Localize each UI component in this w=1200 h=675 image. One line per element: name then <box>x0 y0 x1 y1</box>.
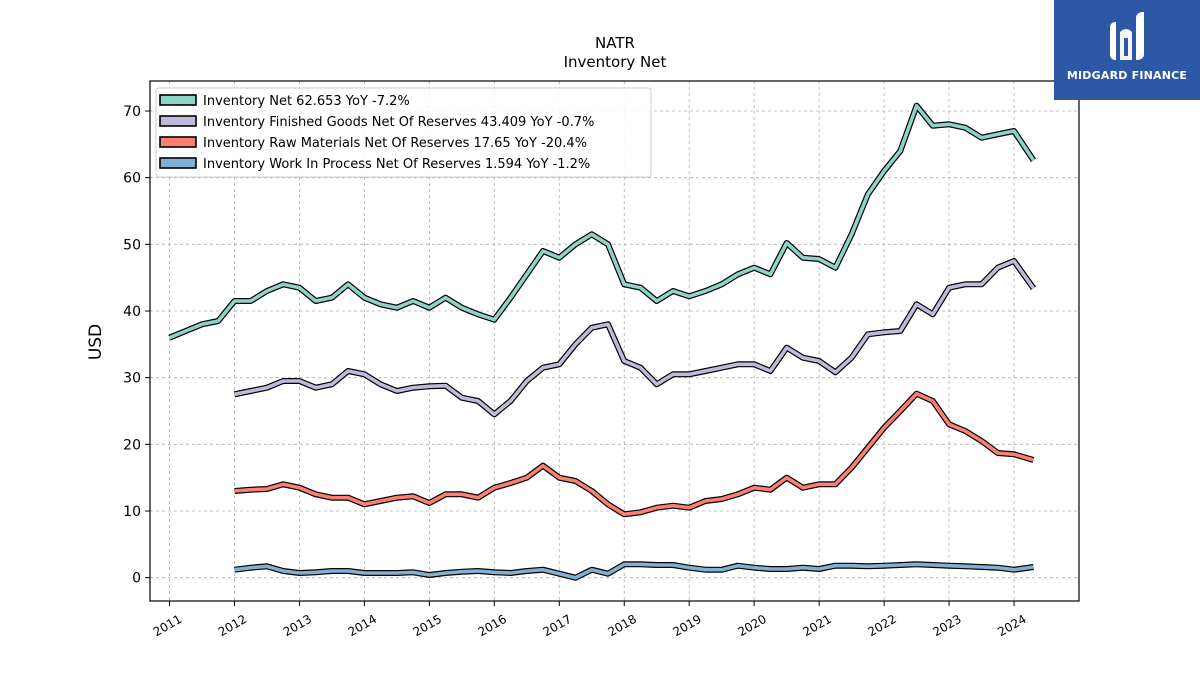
brand-logo: MIDGARD FINANCE <box>1054 0 1200 100</box>
legend-swatch <box>159 115 197 127</box>
y-tick-label: 40 <box>123 304 141 320</box>
x-tick-label: 2022 <box>865 612 898 639</box>
series-outline-2 <box>234 390 1035 518</box>
legend-swatch <box>159 157 197 169</box>
series-line-3 <box>234 562 1034 580</box>
x-tick-label: 2018 <box>606 612 639 639</box>
series-line-0 <box>168 103 1035 340</box>
x-tick-label: 2023 <box>930 612 963 639</box>
legend-swatch <box>159 136 197 148</box>
legend: Inventory Net 62.653 YoY -7.2% Inventory … <box>155 87 652 178</box>
midgard-finance-logo-icon <box>1110 12 1144 60</box>
series-lines <box>168 102 1036 581</box>
brand-name: MIDGARD FINANCE <box>1066 69 1188 82</box>
series-line-2 <box>234 391 1035 517</box>
y-tick-label: 20 <box>123 437 141 453</box>
x-tick-label: 2017 <box>541 612 574 639</box>
x-tick-label: 2011 <box>151 612 184 639</box>
plot-frame <box>149 80 1080 602</box>
x-tick-label: 2020 <box>735 612 768 639</box>
y-tick-label: 70 <box>123 104 141 120</box>
legend-label: Inventory Raw Materials Net Of Reserves … <box>203 136 587 151</box>
legend-swatch <box>159 94 197 106</box>
x-tick-label: 2012 <box>216 612 249 639</box>
y-axis-label: USD <box>86 324 106 360</box>
y-tick-label: 0 <box>132 571 141 587</box>
legend-label: Inventory Work In Process Net Of Reserve… <box>203 157 590 172</box>
x-tick-label: 2024 <box>995 612 1028 639</box>
y-tick-label: 10 <box>123 504 141 520</box>
x-tick-label: 2016 <box>476 612 509 639</box>
y-tick-label: 50 <box>123 237 141 253</box>
legend-label: Inventory Finished Goods Net Of Reserves… <box>203 115 594 130</box>
x-tick-label: 2019 <box>670 612 703 639</box>
y-tick-label: 30 <box>123 371 141 387</box>
x-tick-label: 2021 <box>800 612 833 639</box>
axes: 0 10 20 30 40 50 60 70 2011 2012 2013 2014 2015 2016 2… <box>123 104 1029 639</box>
legend-label: Inventory Net 62.653 YoY -7.2% <box>203 94 410 109</box>
x-tick-label: 2015 <box>411 612 444 639</box>
chart-title: NATR <box>595 34 635 52</box>
legend-box <box>155 87 652 178</box>
y-tick-label: 60 <box>123 171 141 187</box>
x-tick-label: 2014 <box>346 612 379 639</box>
chart-subtitle: Inventory Net <box>564 53 667 71</box>
series-line-1 <box>234 259 1035 417</box>
x-tick-label: 2013 <box>281 612 314 639</box>
